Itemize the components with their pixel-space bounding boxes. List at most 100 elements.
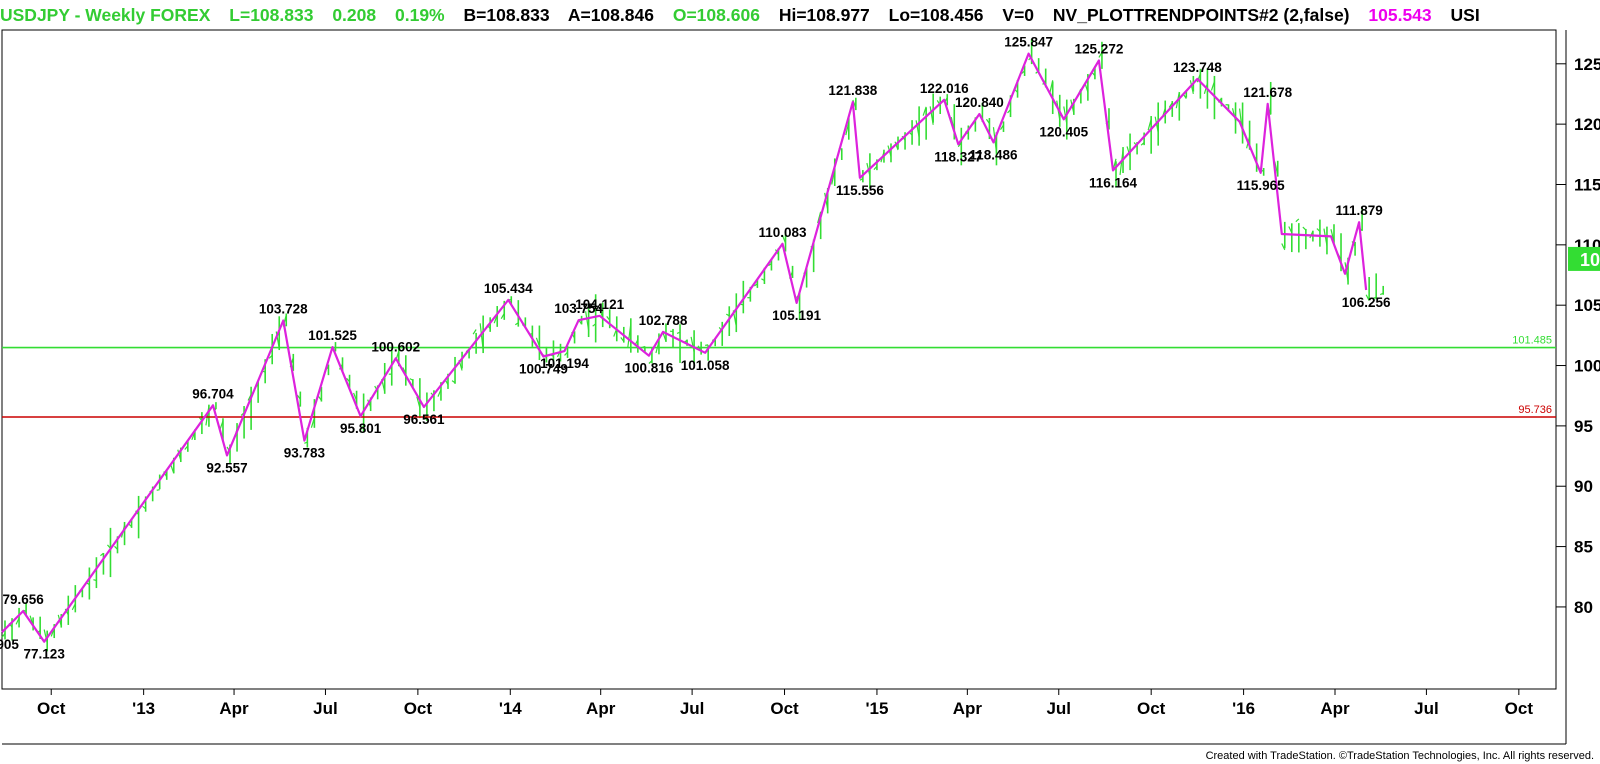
swing-point-label: 100.602 [371,339,420,354]
bid-price: B=108.833 [463,5,550,25]
swing-point-label: 122.016 [920,81,969,96]
price-bar [317,386,323,402]
x-tick-label: Apr [953,699,983,718]
swing-point-label: 120.840 [955,95,1004,110]
x-tick-label: Apr [219,699,249,718]
swing-point-label: 120.405 [1039,124,1088,139]
y-tick-label: 120 [1574,115,1600,134]
y-tick-label: 80 [1574,598,1593,617]
swing-point-label: 118.327 [934,149,982,164]
swing-point-label: 102.788 [639,313,688,328]
price-bar [15,607,20,628]
price-bar [1168,101,1174,117]
price-bar [768,259,773,271]
price-bar [1288,223,1293,253]
price-bar [402,355,407,386]
swing-point-label: 101.194 [540,356,589,371]
price-bar [1140,132,1145,146]
price-bar [1365,276,1370,301]
price-bar [1330,224,1335,244]
swing-point-label: 100.749 [519,361,568,376]
ask-price: A=108.846 [567,5,654,25]
y-tick-label: 105 [1574,296,1600,315]
price-bar [493,306,499,327]
price-bar [1316,219,1321,247]
price-bar [1161,100,1167,124]
price-bar [740,280,745,314]
copyright-footer: Created with TradeStation. ©TradeStation… [1205,750,1594,762]
price-bar [184,441,189,452]
swing-point-label: 100.816 [625,361,674,376]
price-bar [1302,226,1307,250]
open-price: O=108.606 [672,5,760,25]
last-price: L=108.833 [229,5,314,25]
price-bar [1337,233,1342,272]
last-price-tag [1568,246,1600,271]
x-tick-label: '16 [1232,699,1255,718]
swing-point-label: 101.058 [681,358,730,373]
price-bar [915,106,920,146]
swing-point-label: 110.083 [758,225,807,240]
y-tick-label: 85 [1574,538,1593,557]
swing-point-label: 103.754 [554,301,603,316]
level-label: 95.736 [1518,404,1552,416]
indicator-name: NV_PLOTTRENDPOINTS#2 (2,false) [1052,5,1350,25]
swing-point-label: 125.272 [1075,42,1124,57]
price-bar [472,329,477,354]
percent-change: 0.19% [395,5,445,25]
x-tick-label: '13 [132,699,155,718]
swing-point-label: 111.879 [1335,203,1382,218]
price-bar [451,356,456,384]
price-bar [592,294,597,343]
swing-point-label: 96.704 [192,386,234,401]
x-tick-label: Jul [1046,699,1071,718]
price-bar [43,629,48,652]
x-tick-label: Oct [37,699,66,718]
price-bar [500,300,506,320]
swing-point-label: 123.748 [1173,60,1222,75]
price-bar [156,474,161,491]
x-tick-label: Apr [1320,699,1350,718]
last-price-tag-label: 108 [1580,250,1600,270]
price-bar [606,309,611,329]
trend-line [1,52,1368,643]
indicator-value: 105.543 [1368,5,1432,25]
x-tick-label: Jul [313,699,338,718]
x-tick-label: '14 [499,699,522,718]
price-bar [1379,285,1385,296]
x-tick-label: '15 [865,699,888,718]
swing-point-label: 93.783 [284,446,326,461]
y-tick-label: 90 [1574,477,1593,496]
x-tick-label: Jul [680,699,705,718]
price-bar [296,391,302,407]
swing-point-label: 79.656 [2,592,44,607]
y-tick-label: 125 [1574,55,1600,74]
price-bar [957,127,963,166]
price-bar [247,386,252,430]
price-bar [922,106,927,140]
price-bar [514,300,520,327]
price-bar [1154,102,1159,146]
price-bar [999,121,1005,132]
swing-point-label: 104.121 [575,297,624,312]
price-bar [817,211,822,240]
price-bar [901,132,906,150]
price-bar [1281,221,1286,251]
price-bar [205,404,210,427]
swing-point-label: 115.556 [836,183,885,198]
y-tick-label: 95 [1574,417,1593,436]
price-bar [1323,226,1328,255]
swing-point-label: 105.191 [772,308,821,323]
swing-point-label: 105.434 [484,281,533,296]
x-tick-label: Oct [1137,699,1166,718]
price-bar [725,306,731,336]
x-tick-label: Apr [586,699,616,718]
volume-value: V=0 [1002,5,1035,25]
swing-point-label: 118.486 [969,147,1018,162]
price-bar [388,349,393,386]
x-tick-label: Oct [1505,699,1534,718]
swing-point-label: 95.801 [340,421,382,436]
price-bar [1147,116,1152,154]
swing-point-label: 106.256 [1342,295,1391,310]
